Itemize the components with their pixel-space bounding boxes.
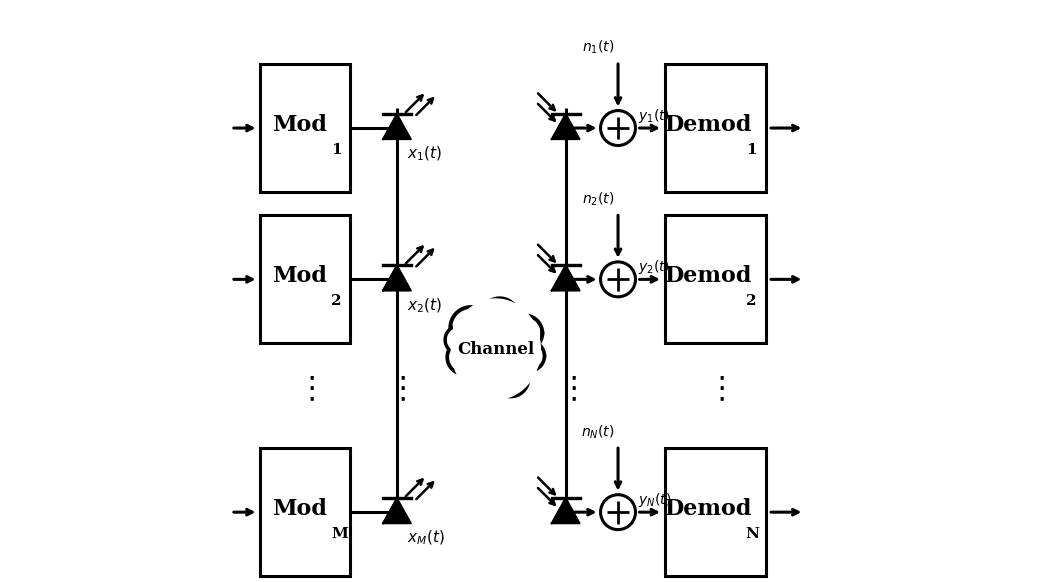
Polygon shape bbox=[383, 498, 411, 523]
Circle shape bbox=[470, 362, 503, 396]
Circle shape bbox=[447, 340, 481, 374]
Circle shape bbox=[448, 328, 471, 352]
Text: $\vdots$: $\vdots$ bbox=[706, 375, 725, 404]
Text: 1: 1 bbox=[331, 143, 342, 157]
Polygon shape bbox=[551, 498, 579, 523]
Text: $y_1(t)$: $y_1(t)$ bbox=[638, 107, 670, 125]
Circle shape bbox=[515, 341, 544, 371]
Text: $n_1(t)$: $n_1(t)$ bbox=[583, 39, 615, 56]
Polygon shape bbox=[551, 265, 579, 290]
Text: M: M bbox=[331, 527, 349, 541]
Text: $x_2(t)$: $x_2(t)$ bbox=[407, 296, 443, 315]
Bar bbox=[665, 215, 766, 343]
Text: 2: 2 bbox=[745, 294, 756, 308]
Bar bbox=[260, 215, 351, 343]
Text: $\vdots$: $\vdots$ bbox=[557, 375, 576, 404]
Ellipse shape bbox=[447, 289, 545, 410]
Text: Mod: Mod bbox=[271, 114, 327, 136]
Polygon shape bbox=[383, 265, 411, 290]
Bar bbox=[665, 64, 766, 192]
Text: $n_N(t)$: $n_N(t)$ bbox=[582, 423, 615, 441]
Text: $y_N(t)$: $y_N(t)$ bbox=[638, 491, 671, 509]
Text: Demod: Demod bbox=[665, 114, 753, 136]
Text: 2: 2 bbox=[331, 294, 341, 308]
Ellipse shape bbox=[451, 299, 541, 399]
Circle shape bbox=[517, 343, 542, 368]
Text: Demod: Demod bbox=[665, 498, 753, 520]
Circle shape bbox=[450, 307, 492, 349]
Text: N: N bbox=[745, 527, 760, 541]
Bar bbox=[260, 64, 351, 192]
Circle shape bbox=[496, 364, 525, 393]
Circle shape bbox=[450, 343, 478, 371]
Circle shape bbox=[506, 315, 542, 351]
Circle shape bbox=[509, 318, 540, 348]
Polygon shape bbox=[551, 114, 579, 139]
Text: $n_2(t)$: $n_2(t)$ bbox=[583, 190, 615, 208]
Circle shape bbox=[600, 495, 636, 530]
Text: $x_M(t)$: $x_M(t)$ bbox=[407, 529, 445, 548]
Circle shape bbox=[446, 326, 473, 354]
Text: Mod: Mod bbox=[271, 265, 327, 288]
Text: $x_1(t)$: $x_1(t)$ bbox=[407, 145, 443, 164]
Bar bbox=[665, 448, 766, 576]
Text: Mod: Mod bbox=[271, 498, 327, 520]
Circle shape bbox=[481, 298, 519, 336]
Bar bbox=[260, 448, 351, 576]
Text: Channel: Channel bbox=[457, 340, 535, 358]
Circle shape bbox=[484, 301, 516, 333]
Circle shape bbox=[473, 364, 501, 393]
Text: $y_2(t)$: $y_2(t)$ bbox=[638, 258, 670, 276]
Circle shape bbox=[454, 310, 489, 345]
Polygon shape bbox=[383, 114, 411, 139]
Text: 1: 1 bbox=[745, 143, 757, 157]
Text: $\vdots$: $\vdots$ bbox=[295, 375, 314, 404]
Circle shape bbox=[493, 361, 528, 396]
Text: Demod: Demod bbox=[665, 265, 753, 288]
Circle shape bbox=[600, 262, 636, 297]
Text: $\vdots$: $\vdots$ bbox=[387, 375, 406, 404]
Circle shape bbox=[600, 111, 636, 146]
